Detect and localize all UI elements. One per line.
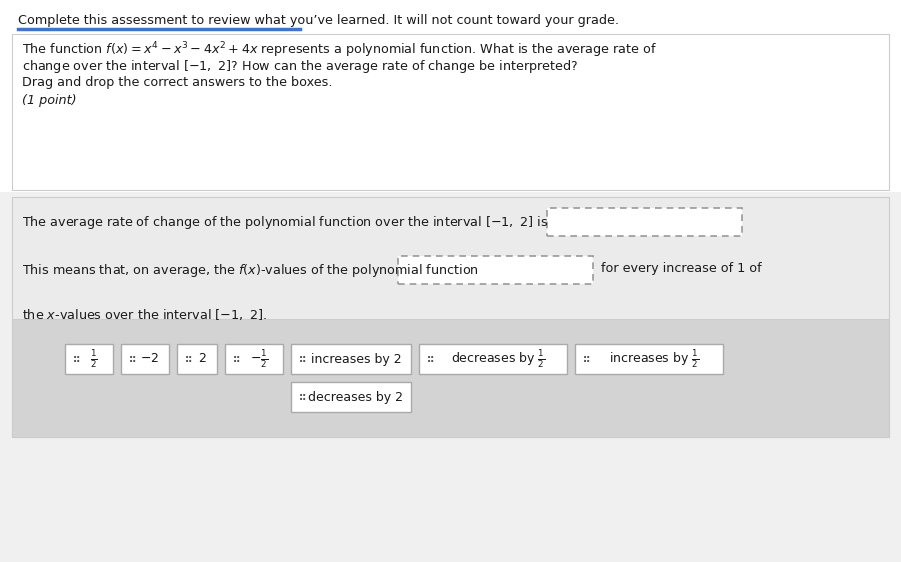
Text: decreases by $\frac{1}{2}$: decreases by $\frac{1}{2}$ xyxy=(450,348,545,370)
Bar xyxy=(121,344,169,374)
Bar xyxy=(12,197,889,437)
Text: increases by 2: increases by 2 xyxy=(311,352,401,365)
Text: ::: :: xyxy=(299,354,307,364)
Bar xyxy=(65,344,113,374)
Text: decreases by 2: decreases by 2 xyxy=(308,391,404,404)
Text: ::: :: xyxy=(73,354,81,364)
Bar xyxy=(419,344,567,374)
Bar xyxy=(291,344,411,374)
Text: ::: :: xyxy=(129,354,137,364)
Text: (1 point): (1 point) xyxy=(22,94,77,107)
Text: ::: :: xyxy=(185,354,193,364)
Bar xyxy=(291,382,411,412)
Bar xyxy=(177,344,217,374)
Text: The function $f(x) = x^4 - x^3 - 4x^2 + 4x$ represents a polynomial function. Wh: The function $f(x) = x^4 - x^3 - 4x^2 + … xyxy=(22,40,657,60)
Text: ::: :: xyxy=(233,354,241,364)
Text: The average rate of change of the polynomial function over the interval $[-1,\ 2: The average rate of change of the polyno… xyxy=(22,214,549,231)
Text: ::: :: xyxy=(427,354,435,364)
Text: $2$: $2$ xyxy=(197,352,206,365)
Text: This means that, on average, the $f(x)$-values of the polynomial function: This means that, on average, the $f(x)$-… xyxy=(22,262,478,279)
Bar xyxy=(12,34,889,190)
Text: $-\frac{1}{2}$: $-\frac{1}{2}$ xyxy=(250,348,268,370)
Text: $-2$: $-2$ xyxy=(141,352,159,365)
Text: Drag and drop the correct answers to the boxes.: Drag and drop the correct answers to the… xyxy=(22,76,332,89)
FancyBboxPatch shape xyxy=(398,256,593,284)
Bar xyxy=(225,344,283,374)
Text: $\frac{1}{2}$: $\frac{1}{2}$ xyxy=(90,348,98,370)
Bar xyxy=(0,0,901,192)
Text: Complete this assessment to review what you’ve learned. It will not count toward: Complete this assessment to review what … xyxy=(18,14,619,27)
Text: the $x$-values over the interval $[-1,\ 2]$.: the $x$-values over the interval $[-1,\ … xyxy=(22,307,267,322)
FancyBboxPatch shape xyxy=(547,208,742,236)
Text: for every increase of 1 of: for every increase of 1 of xyxy=(601,262,761,275)
Bar xyxy=(12,319,889,437)
Text: increases by $\frac{1}{2}$: increases by $\frac{1}{2}$ xyxy=(609,348,699,370)
Text: change over the interval $[-1,\ 2]$? How can the average rate of change be inter: change over the interval $[-1,\ 2]$? How… xyxy=(22,58,578,75)
Text: ::: :: xyxy=(583,354,591,364)
Text: ::: :: xyxy=(299,392,307,402)
Bar xyxy=(575,344,723,374)
